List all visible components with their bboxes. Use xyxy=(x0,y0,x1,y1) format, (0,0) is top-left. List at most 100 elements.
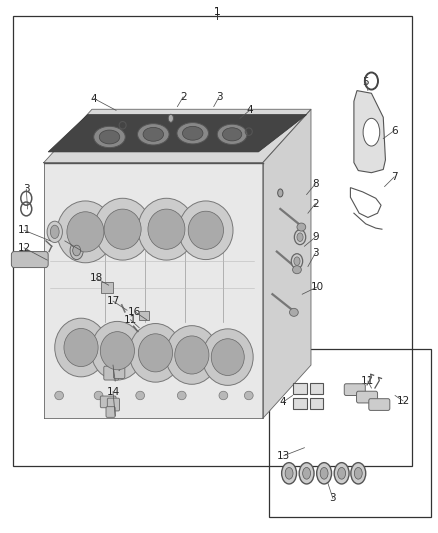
Ellipse shape xyxy=(168,114,173,122)
Ellipse shape xyxy=(293,265,301,274)
Text: 2: 2 xyxy=(180,92,187,102)
Text: 9: 9 xyxy=(312,232,319,242)
Text: 4: 4 xyxy=(246,106,253,115)
Text: 18: 18 xyxy=(90,273,103,283)
Text: 4: 4 xyxy=(91,94,98,103)
Bar xyxy=(13,16,412,466)
Ellipse shape xyxy=(303,467,311,479)
Ellipse shape xyxy=(148,209,185,249)
Ellipse shape xyxy=(47,221,62,243)
Bar xyxy=(293,383,307,394)
Ellipse shape xyxy=(50,225,59,239)
Text: 19: 19 xyxy=(58,236,71,246)
Ellipse shape xyxy=(104,209,141,249)
Polygon shape xyxy=(48,115,307,152)
Text: 12: 12 xyxy=(396,396,410,406)
Ellipse shape xyxy=(338,467,346,479)
Ellipse shape xyxy=(177,123,208,144)
Text: 11: 11 xyxy=(361,376,374,386)
Text: 8: 8 xyxy=(312,179,319,189)
Ellipse shape xyxy=(136,391,145,400)
Text: 16: 16 xyxy=(128,307,141,317)
Ellipse shape xyxy=(363,118,380,146)
FancyBboxPatch shape xyxy=(11,252,48,268)
Bar xyxy=(269,349,431,517)
FancyBboxPatch shape xyxy=(100,396,116,408)
Ellipse shape xyxy=(91,321,144,380)
Ellipse shape xyxy=(282,463,297,484)
Ellipse shape xyxy=(99,130,120,144)
Ellipse shape xyxy=(244,391,253,400)
Ellipse shape xyxy=(297,233,303,241)
Ellipse shape xyxy=(73,245,81,256)
Text: 3: 3 xyxy=(23,184,30,194)
FancyBboxPatch shape xyxy=(369,399,390,410)
Polygon shape xyxy=(354,91,385,173)
Text: 7: 7 xyxy=(391,172,398,182)
Polygon shape xyxy=(44,163,263,418)
Ellipse shape xyxy=(223,128,242,141)
FancyBboxPatch shape xyxy=(107,398,120,411)
FancyBboxPatch shape xyxy=(357,391,378,403)
Text: 12: 12 xyxy=(18,243,31,253)
Ellipse shape xyxy=(55,391,64,400)
Ellipse shape xyxy=(67,212,104,252)
Ellipse shape xyxy=(57,201,114,263)
Ellipse shape xyxy=(211,339,244,375)
Bar xyxy=(139,311,149,320)
Text: 14: 14 xyxy=(106,387,120,397)
Text: 1: 1 xyxy=(213,7,220,17)
FancyBboxPatch shape xyxy=(106,407,115,417)
Ellipse shape xyxy=(166,326,218,384)
Ellipse shape xyxy=(334,463,349,484)
Ellipse shape xyxy=(177,391,186,400)
Ellipse shape xyxy=(183,126,203,140)
Ellipse shape xyxy=(278,189,283,197)
Bar xyxy=(310,383,323,394)
Ellipse shape xyxy=(100,332,134,370)
Text: 11: 11 xyxy=(124,315,137,325)
FancyBboxPatch shape xyxy=(113,366,125,378)
Bar xyxy=(310,398,323,409)
Ellipse shape xyxy=(202,329,253,385)
Bar xyxy=(293,398,307,409)
Text: 17: 17 xyxy=(106,296,120,306)
Ellipse shape xyxy=(294,257,300,265)
Text: 3: 3 xyxy=(329,494,336,503)
Text: 3: 3 xyxy=(215,92,223,102)
Ellipse shape xyxy=(64,328,98,367)
Ellipse shape xyxy=(285,467,293,479)
Ellipse shape xyxy=(351,463,366,484)
Ellipse shape xyxy=(291,254,303,269)
Text: 11: 11 xyxy=(18,225,31,235)
Ellipse shape xyxy=(55,318,107,377)
Ellipse shape xyxy=(138,124,169,145)
Text: 13: 13 xyxy=(277,451,290,461)
Ellipse shape xyxy=(94,198,151,260)
Ellipse shape xyxy=(317,463,332,484)
Ellipse shape xyxy=(354,467,362,479)
Ellipse shape xyxy=(217,124,247,144)
Text: 2: 2 xyxy=(312,199,319,208)
Ellipse shape xyxy=(70,241,83,260)
Bar xyxy=(101,282,113,293)
Ellipse shape xyxy=(94,391,103,400)
FancyBboxPatch shape xyxy=(344,384,365,395)
Ellipse shape xyxy=(290,308,298,317)
Text: 3: 3 xyxy=(312,248,319,258)
Text: 4: 4 xyxy=(279,398,286,407)
Polygon shape xyxy=(44,109,311,163)
Ellipse shape xyxy=(219,391,228,400)
Polygon shape xyxy=(263,109,311,418)
Ellipse shape xyxy=(188,211,223,249)
Ellipse shape xyxy=(297,223,306,231)
Ellipse shape xyxy=(94,126,125,148)
FancyBboxPatch shape xyxy=(104,366,119,380)
Ellipse shape xyxy=(129,324,182,382)
Ellipse shape xyxy=(179,201,233,260)
Ellipse shape xyxy=(294,230,306,245)
Ellipse shape xyxy=(143,127,163,141)
Ellipse shape xyxy=(138,198,195,260)
Text: 15: 15 xyxy=(106,360,120,370)
Text: 5: 5 xyxy=(362,77,369,86)
